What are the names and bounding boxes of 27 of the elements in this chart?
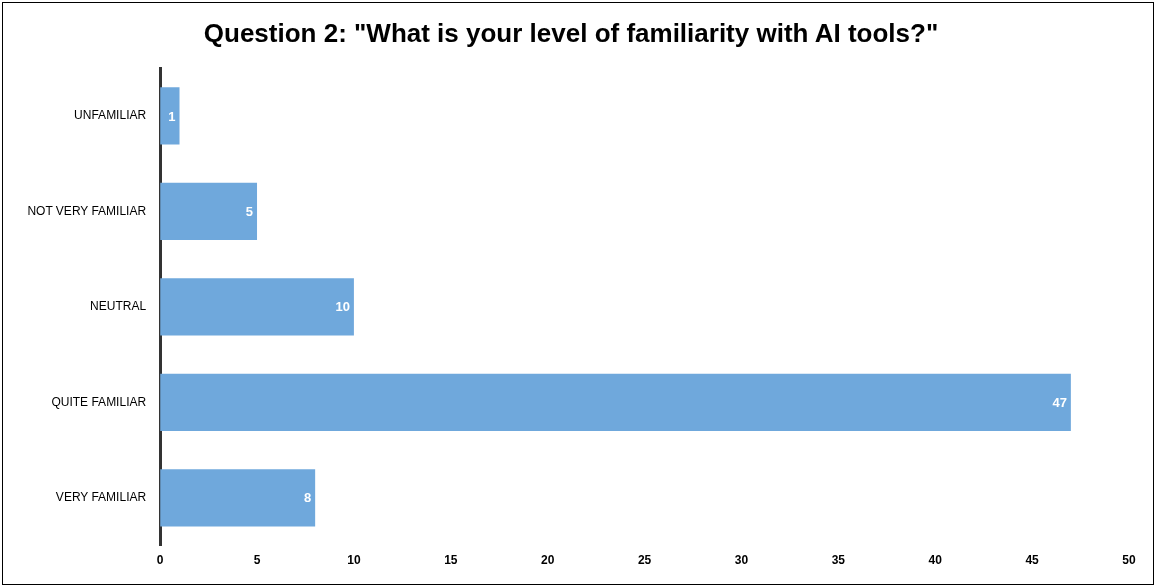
- bar: [160, 469, 316, 527]
- y-tick-label: VERY FAMILIAR: [55, 490, 147, 505]
- x-tick-label: 20: [541, 553, 555, 568]
- x-tick-label: 40: [928, 553, 943, 568]
- x-tick-label: 30: [734, 553, 749, 568]
- data-label: 47: [1052, 394, 1067, 410]
- y-tick-label: NOT VERY FAMILIAR: [27, 203, 147, 218]
- bar: [160, 278, 354, 336]
- x-tick-label: 10: [347, 553, 361, 568]
- bar: [160, 373, 1071, 432]
- bar: [160, 87, 180, 145]
- bar: [160, 182, 258, 241]
- data-label: 8: [303, 490, 312, 506]
- y-tick-label: NEUTRAL: [90, 299, 147, 314]
- data-label: 5: [245, 204, 254, 219]
- x-tick-label: 0: [156, 553, 164, 568]
- y-tick-label: UNFAMILIAR: [74, 108, 147, 123]
- x-tick-label: 45: [1025, 553, 1040, 568]
- data-label: 1: [168, 108, 176, 124]
- x-tick-label: 50: [1122, 553, 1136, 568]
- data-label: 10: [335, 299, 350, 315]
- x-tick-label: 25: [637, 553, 652, 568]
- x-tick-label: 35: [831, 553, 846, 568]
- chart-title: Question 2: "What is your level of familiarity with AI tools?": [203, 17, 939, 48]
- x-tick-label: 15: [444, 553, 458, 568]
- y-tick-label: QUITE FAMILIAR: [51, 394, 147, 409]
- x-tick-label: 5: [253, 553, 261, 568]
